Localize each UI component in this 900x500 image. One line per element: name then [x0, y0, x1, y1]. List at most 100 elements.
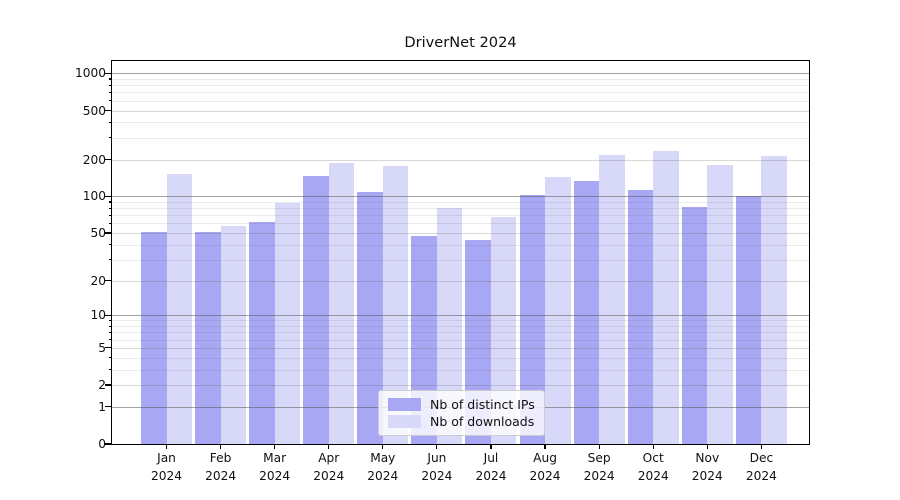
- bar-downloads-oct: [653, 150, 679, 444]
- x-label-month: Sep: [587, 451, 611, 465]
- bar-downloads-sep: [599, 155, 625, 444]
- minor-gridline-80: [112, 208, 809, 210]
- legend-label-distinct-ips: Nb of distinct IPs: [430, 396, 535, 412]
- chart-title: DriverNet 2024: [404, 34, 517, 51]
- x-tick-mark-mar: [274, 444, 276, 450]
- y-minor-tick-mark-7: [109, 331, 112, 334]
- x-tick-label-feb: Feb 2024: [186, 450, 256, 485]
- minor-gridline-90: [112, 202, 809, 204]
- bar-distinct-ips-jan: [141, 232, 167, 444]
- y-tick-label-10: 10: [90, 308, 106, 323]
- x-tick-mark-oct: [652, 444, 654, 450]
- minor-gridline-600: [112, 100, 809, 102]
- minor-gridline-70: [112, 215, 809, 217]
- minor-gridline-700: [112, 92, 809, 94]
- minor-gridline-6: [112, 339, 809, 341]
- gridline-500: [112, 110, 809, 112]
- x-tick-mark-apr: [328, 444, 330, 450]
- y-tick-label-0: 0: [98, 437, 106, 451]
- bar-distinct-ips-oct: [627, 189, 654, 444]
- x-label-year: 2024: [205, 468, 237, 483]
- x-tick-mark-feb: [219, 444, 222, 450]
- minor-gridline-300: [112, 137, 809, 139]
- bar-downloads-dec: [761, 155, 787, 444]
- y-tick-label-100: 100: [82, 189, 106, 204]
- legend-item-distinct-ips: Nb of distinct IPs: [388, 397, 535, 412]
- x-label-year: 2024: [259, 468, 291, 483]
- gridline-5: [112, 347, 809, 349]
- y-minor-tick-mark-40: [109, 244, 112, 246]
- minor-gridline-800: [112, 85, 809, 87]
- y-tick-label-2: 2: [98, 378, 106, 393]
- x-label-month: Jan: [157, 451, 176, 465]
- x-label-year: 2024: [313, 468, 345, 483]
- y-minor-tick-mark-90: [109, 201, 112, 203]
- y-tick-mark-50: [105, 232, 112, 234]
- y-minor-tick-mark-6: [109, 339, 112, 341]
- bar-distinct-ips-nov: [681, 206, 708, 444]
- y-tick-mark-5: [105, 347, 112, 349]
- x-label-month: Aug: [533, 451, 557, 465]
- y-minor-tick-mark-700: [109, 91, 112, 94]
- grid-layer: [112, 61, 809, 444]
- bar-distinct-ips-sep: [573, 180, 600, 444]
- y-minor-tick-mark-80: [109, 207, 112, 209]
- y-minor-tick-mark-600: [109, 100, 112, 102]
- minor-gridline-3: [112, 369, 809, 371]
- x-tick-label-oct: Oct 2024: [618, 450, 688, 485]
- y-tick-mark-0: [105, 443, 112, 445]
- y-minor-tick-mark-8: [109, 325, 112, 327]
- x-tick-label-may: May 2024: [348, 450, 418, 485]
- bar-distinct-ips-apr: [303, 175, 329, 444]
- x-label-month: Dec: [749, 451, 774, 465]
- x-tick-label-aug: Aug 2024: [510, 450, 580, 485]
- gridline-200: [112, 159, 809, 161]
- x-tick-label-jul: Jul 2024: [456, 450, 526, 485]
- x-label-year: 2024: [367, 468, 399, 483]
- bar-distinct-ips-feb: [195, 232, 221, 444]
- x-tick-mark-may: [382, 444, 384, 450]
- minor-gridline-30: [112, 259, 809, 261]
- bar-downloads-aug: [545, 176, 571, 444]
- y-tick-label-50: 50: [90, 226, 106, 241]
- gridline-100: [112, 196, 809, 198]
- x-label-month: Feb: [209, 451, 232, 465]
- minor-gridline-8: [112, 326, 809, 328]
- x-tick-label-mar: Mar 2024: [240, 450, 310, 485]
- gridline-1000: [112, 73, 809, 75]
- x-label-month: Mar: [263, 451, 287, 465]
- x-label-year: 2024: [475, 468, 507, 483]
- bar-downloads-apr: [328, 162, 355, 444]
- gridline-20: [112, 280, 809, 282]
- minor-gridline-7: [112, 332, 809, 334]
- y-tick-mark-200: [105, 158, 112, 161]
- y-minor-tick-mark-70: [109, 214, 112, 216]
- legend-swatch-downloads: [388, 415, 421, 429]
- legend-swatch-distinct-ips: [388, 397, 421, 411]
- y-tick-mark-1: [105, 406, 112, 408]
- x-tick-label-nov: Nov 2024: [672, 450, 742, 485]
- x-tick-label-jun: Jun 2024: [402, 450, 472, 485]
- x-label-month: Oct: [642, 451, 664, 465]
- y-minor-tick-mark-900: [109, 78, 112, 80]
- y-minor-tick-mark-3: [109, 369, 112, 371]
- minor-gridline-60: [112, 223, 809, 225]
- x-label-year: 2024: [745, 468, 777, 483]
- y-minor-tick-mark-400: [109, 121, 112, 124]
- x-label-month: May: [370, 451, 396, 465]
- y-tick-label-500: 500: [82, 103, 106, 118]
- bar-downloads-nov: [707, 165, 733, 444]
- legend-label-downloads: Nb of downloads: [430, 414, 535, 430]
- bar-distinct-ips-dec: [735, 195, 762, 444]
- y-tick-label-20: 20: [90, 273, 106, 288]
- minor-gridline-4: [112, 357, 809, 359]
- x-tick-mark-dec: [760, 444, 762, 450]
- y-minor-tick-mark-30: [109, 259, 112, 261]
- y-tick-label-200: 200: [82, 152, 106, 167]
- y-tick-label-1: 1: [98, 399, 106, 414]
- y-minor-tick-mark-300: [109, 137, 112, 139]
- x-tick-label-sep: Sep 2024: [564, 450, 634, 485]
- minor-gridline-9: [112, 320, 809, 322]
- x-label-month: Apr: [318, 451, 340, 465]
